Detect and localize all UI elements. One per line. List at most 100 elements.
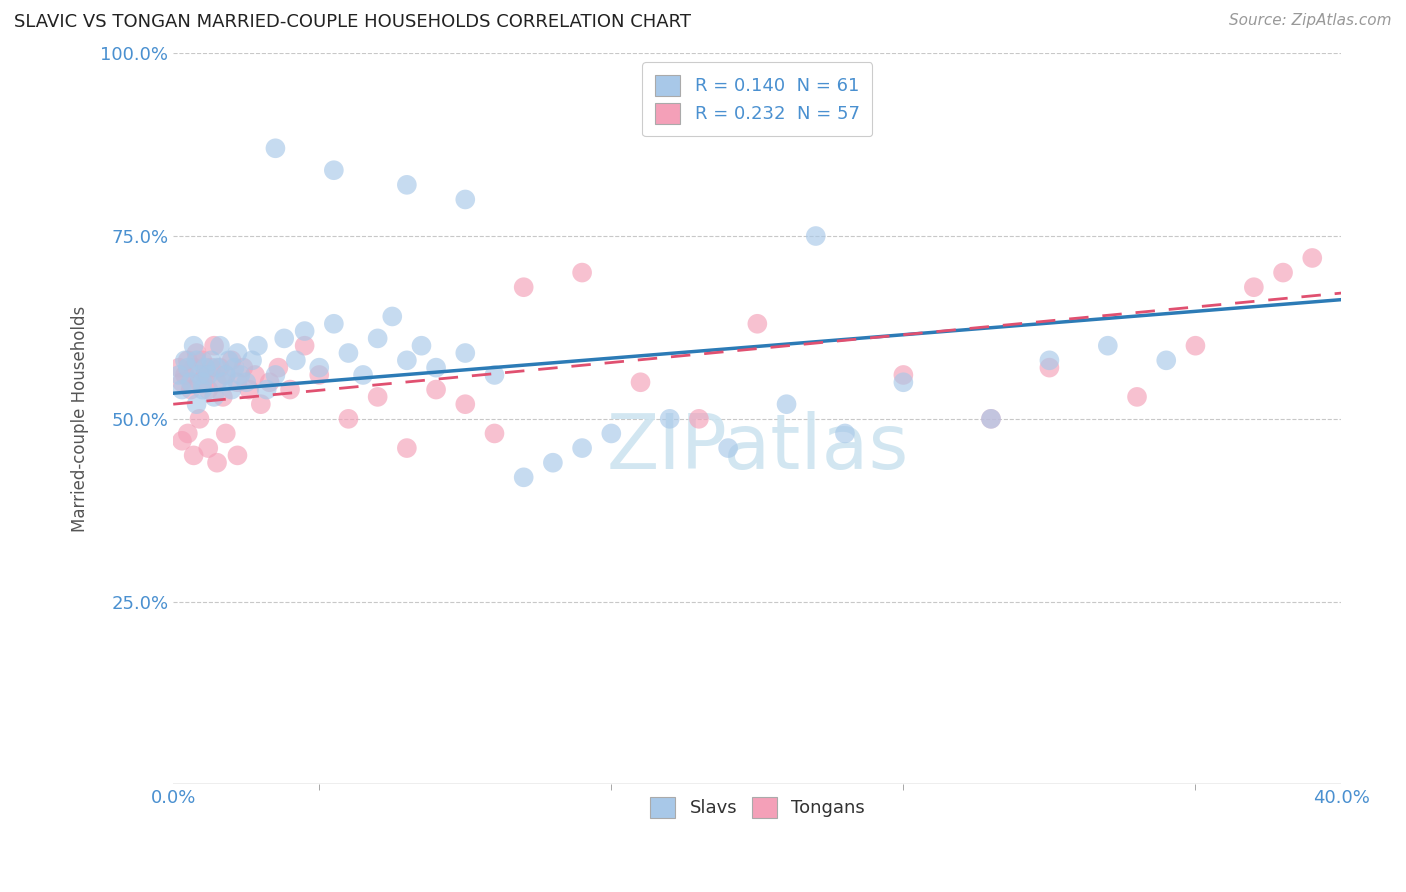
Point [337, 412, 360, 426]
Point [264, 141, 287, 155]
Point [747, 317, 769, 331]
Point [484, 426, 506, 441]
Point [226, 376, 249, 390]
Point [215, 368, 238, 382]
Text: ZIPatlas: ZIPatlas [606, 411, 908, 485]
Point [177, 360, 200, 375]
Point [337, 346, 360, 360]
Point [188, 412, 211, 426]
Point [197, 368, 219, 382]
Point [395, 353, 418, 368]
Point [202, 390, 225, 404]
Point [167, 368, 190, 382]
Point [208, 360, 231, 375]
Point [183, 360, 205, 375]
Point [232, 360, 254, 375]
Point [454, 397, 477, 411]
Point [1126, 390, 1149, 404]
Point [484, 368, 506, 382]
Point [264, 368, 287, 382]
Point [200, 360, 222, 375]
Point [186, 353, 208, 368]
Point [630, 376, 652, 390]
Point [186, 346, 208, 360]
Legend: Slavs, Tongans: Slavs, Tongans [641, 788, 875, 827]
Point [170, 434, 193, 448]
Point [571, 266, 593, 280]
Point [425, 383, 447, 397]
Point [454, 346, 477, 360]
Point [775, 397, 797, 411]
Point [191, 383, 214, 397]
Point [180, 376, 202, 390]
Point [1184, 339, 1206, 353]
Point [980, 412, 1002, 426]
Text: SLAVIC VS TONGAN MARRIED-COUPLE HOUSEHOLDS CORRELATION CHART: SLAVIC VS TONGAN MARRIED-COUPLE HOUSEHOL… [14, 13, 692, 31]
Point [658, 412, 681, 426]
Point [381, 310, 404, 324]
Point [183, 339, 205, 353]
Point [284, 353, 307, 368]
Point [425, 360, 447, 375]
Point [221, 383, 243, 397]
Point [571, 441, 593, 455]
Point [205, 376, 228, 390]
Point [454, 193, 477, 207]
Point [177, 426, 200, 441]
Point [191, 376, 214, 390]
Point [197, 383, 219, 397]
Point [294, 339, 316, 353]
Point [256, 383, 278, 397]
Point [322, 163, 344, 178]
Point [411, 339, 433, 353]
Point [250, 397, 273, 411]
Point [200, 353, 222, 368]
Point [194, 360, 217, 375]
Point [980, 412, 1002, 426]
Point [224, 360, 246, 375]
Point [218, 353, 240, 368]
Point [180, 383, 202, 397]
Point [259, 376, 281, 390]
Point [188, 376, 211, 390]
Point [273, 331, 295, 345]
Point [170, 376, 193, 390]
Point [322, 317, 344, 331]
Point [1038, 353, 1060, 368]
Point [226, 449, 249, 463]
Text: Source: ZipAtlas.com: Source: ZipAtlas.com [1229, 13, 1392, 29]
Point [170, 383, 193, 397]
Point [174, 368, 197, 382]
Point [395, 178, 418, 192]
Point [512, 280, 534, 294]
Point [197, 441, 219, 455]
Point [1038, 360, 1060, 375]
Point [208, 339, 231, 353]
Point [221, 353, 243, 368]
Point [512, 470, 534, 484]
Point [717, 441, 740, 455]
Point [804, 229, 827, 244]
Point [1154, 353, 1177, 368]
Point [294, 324, 316, 338]
Point [174, 353, 197, 368]
Point [834, 426, 856, 441]
Point [191, 353, 214, 368]
Y-axis label: Married-couple Households: Married-couple Households [72, 306, 89, 532]
Point [893, 376, 915, 390]
Point [215, 426, 238, 441]
Point [226, 346, 249, 360]
Point [229, 368, 252, 382]
Point [267, 360, 290, 375]
Point [1272, 266, 1295, 280]
Point [202, 339, 225, 353]
Point [205, 456, 228, 470]
Point [167, 360, 190, 375]
Point [243, 368, 266, 382]
Point [308, 360, 330, 375]
Point [541, 456, 564, 470]
Point [177, 353, 200, 368]
Point [188, 368, 211, 382]
Point [1097, 339, 1119, 353]
Point [238, 383, 260, 397]
